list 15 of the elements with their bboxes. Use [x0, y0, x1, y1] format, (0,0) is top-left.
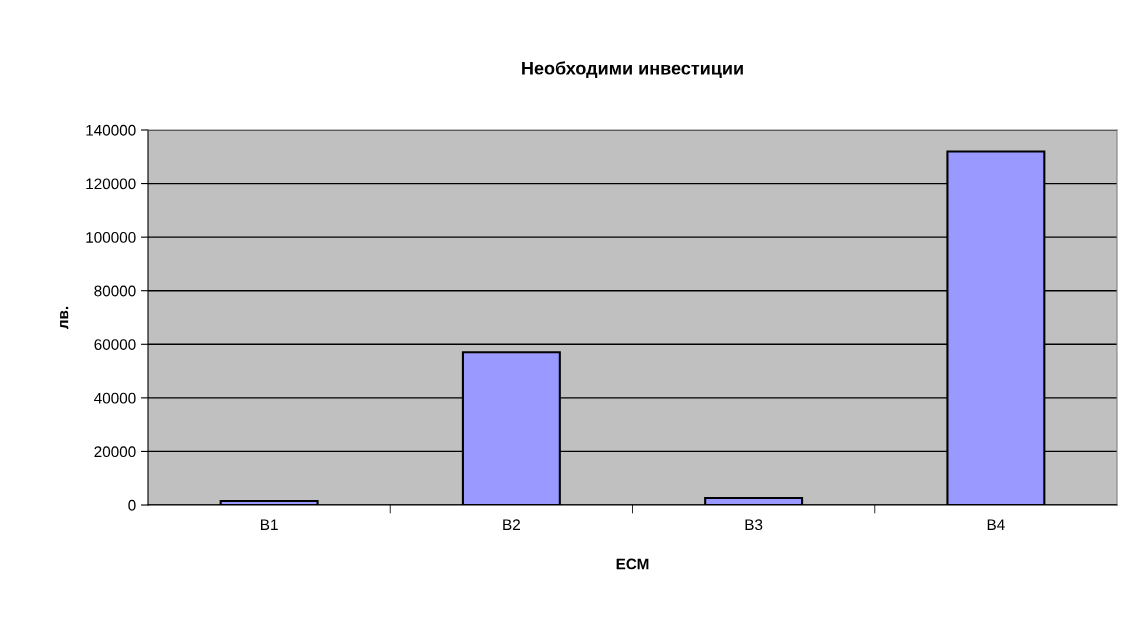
y-tick-label: 40000: [94, 392, 136, 404]
x-tick-label: B1: [261, 519, 278, 530]
x-tick-label: B4: [987, 519, 1005, 530]
y-tick-label: 100000: [86, 232, 136, 243]
y-tick-label: 80000: [94, 285, 136, 297]
y-tick-label: 140000: [86, 124, 136, 136]
y-tick-label: 20000: [94, 446, 136, 458]
y-tick-label: 60000: [94, 339, 136, 350]
x-tick-label: B2: [503, 519, 520, 530]
chart-title: Необходими инвестиции: [522, 61, 743, 79]
y-tick-label: 120000: [86, 178, 136, 190]
x-tick-label: B3: [745, 519, 763, 531]
y-tick-label: 0: [128, 499, 136, 511]
y-axis-title: лв.: [60, 306, 69, 330]
x-axis-title: ЕСМ: [616, 558, 649, 570]
